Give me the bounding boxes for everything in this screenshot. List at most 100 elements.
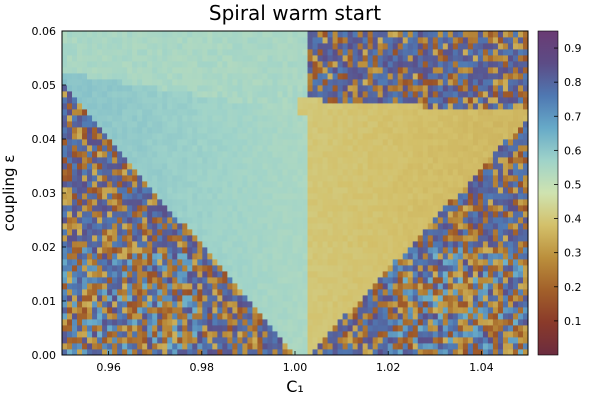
- heatmap-cell: [192, 73, 198, 80]
- heatmap-cell: [77, 115, 83, 122]
- heatmap-cell: [202, 289, 208, 296]
- heatmap-cell: [107, 277, 113, 284]
- heatmap-cell: [372, 31, 379, 38]
- heatmap-cell: [182, 325, 188, 332]
- heatmap-cell: [152, 229, 158, 236]
- heatmap-cell: [122, 271, 128, 278]
- heatmap-cell: [402, 343, 409, 350]
- heatmap-cell: [337, 169, 343, 176]
- heatmap-cell: [207, 193, 213, 200]
- heatmap-cell: [87, 109, 93, 116]
- heatmap-cell: [417, 247, 424, 254]
- heatmap-cell: [447, 235, 454, 242]
- heatmap-cell: [437, 79, 444, 86]
- heatmap-cell: [227, 43, 233, 50]
- heatmap-cell: [347, 265, 354, 272]
- heatmap-cell: [347, 277, 354, 284]
- heatmap-cell: [402, 157, 409, 164]
- heatmap-cell: [107, 337, 113, 344]
- heatmap-cell: [242, 133, 248, 140]
- heatmap-cell: [267, 265, 273, 272]
- heatmap-cell: [262, 49, 268, 56]
- heatmap-cell: [492, 289, 499, 296]
- heatmap-cell: [227, 133, 233, 140]
- heatmap-cell: [187, 283, 193, 290]
- heatmap-cell: [237, 217, 243, 224]
- heatmap-cell: [387, 151, 394, 158]
- heatmap-cell: [357, 223, 364, 230]
- heatmap-cell: [282, 289, 288, 296]
- heatmap-cell: [477, 307, 484, 314]
- heatmap-cell: [477, 127, 484, 134]
- heatmap-cell: [517, 139, 524, 146]
- heatmap-cell: [292, 73, 298, 80]
- heatmap-cell: [457, 313, 464, 320]
- heatmap-cell: [357, 265, 364, 272]
- heatmap-cell: [207, 31, 213, 38]
- heatmap-cell: [217, 127, 223, 134]
- heatmap-cell: [122, 259, 128, 266]
- heatmap-cell: [317, 283, 323, 290]
- heatmap-cell: [177, 247, 183, 254]
- heatmap-cell: [352, 175, 359, 182]
- heatmap-cell: [492, 271, 499, 278]
- heatmap-cell: [142, 151, 148, 158]
- heatmap-cell: [397, 217, 404, 224]
- heatmap-cell: [397, 145, 404, 152]
- heatmap-cell: [442, 235, 449, 242]
- heatmap-cell: [252, 37, 258, 44]
- heatmap-cell: [187, 349, 193, 355]
- heatmap-cell: [447, 109, 454, 116]
- heatmap-cell: [132, 235, 138, 242]
- heatmap-cell: [77, 187, 83, 194]
- heatmap-cell: [337, 55, 343, 62]
- heatmap-cell: [222, 121, 228, 128]
- heatmap-cell: [437, 85, 444, 92]
- heatmap-cell: [457, 133, 464, 140]
- heatmap-cell: [457, 73, 464, 80]
- heatmap-cell: [152, 85, 158, 92]
- heatmap-cell: [467, 265, 474, 272]
- heatmap-cell: [307, 319, 313, 326]
- heatmap-cell: [97, 91, 103, 98]
- heatmap-cell: [187, 193, 193, 200]
- heatmap-cell: [117, 181, 123, 188]
- heatmap-cell: [402, 211, 409, 218]
- heatmap-cell: [487, 271, 494, 278]
- heatmap-cell: [457, 61, 464, 68]
- heatmap-cell: [502, 325, 509, 332]
- heatmap-cell: [217, 289, 223, 296]
- heatmap-cell: [397, 295, 404, 302]
- heatmap-cell: [497, 229, 504, 236]
- heatmap-cell: [382, 43, 389, 50]
- heatmap-cell: [62, 271, 68, 278]
- heatmap-cell: [257, 301, 263, 308]
- heatmap-cell: [362, 43, 369, 50]
- heatmap-cell: [417, 235, 424, 242]
- heatmap-cell: [272, 37, 278, 44]
- heatmap-cell: [467, 349, 474, 355]
- heatmap-cell: [172, 133, 178, 140]
- heatmap-cell: [362, 31, 369, 38]
- heatmap-cell: [372, 295, 379, 302]
- heatmap-cell: [92, 55, 98, 62]
- heatmap-cell: [127, 37, 133, 44]
- heatmap-cell: [402, 193, 409, 200]
- heatmap-cell: [427, 253, 434, 260]
- heatmap-cell: [227, 49, 233, 56]
- heatmap-cell: [312, 235, 318, 242]
- heatmap-cell: [312, 307, 318, 314]
- heatmap-cell: [492, 193, 499, 200]
- heatmap-cell: [322, 115, 328, 122]
- heatmap-cell: [92, 139, 98, 146]
- heatmap-cell: [402, 277, 409, 284]
- heatmap-cell: [132, 103, 138, 110]
- heatmap-cell: [342, 115, 349, 122]
- heatmap-cell: [362, 289, 369, 296]
- heatmap-cell: [377, 157, 384, 164]
- heatmap-cell: [432, 247, 439, 254]
- heatmap-cell: [437, 337, 444, 344]
- heatmap-cell: [432, 163, 439, 170]
- heatmap-cell: [367, 211, 374, 218]
- heatmap-cell: [377, 271, 384, 278]
